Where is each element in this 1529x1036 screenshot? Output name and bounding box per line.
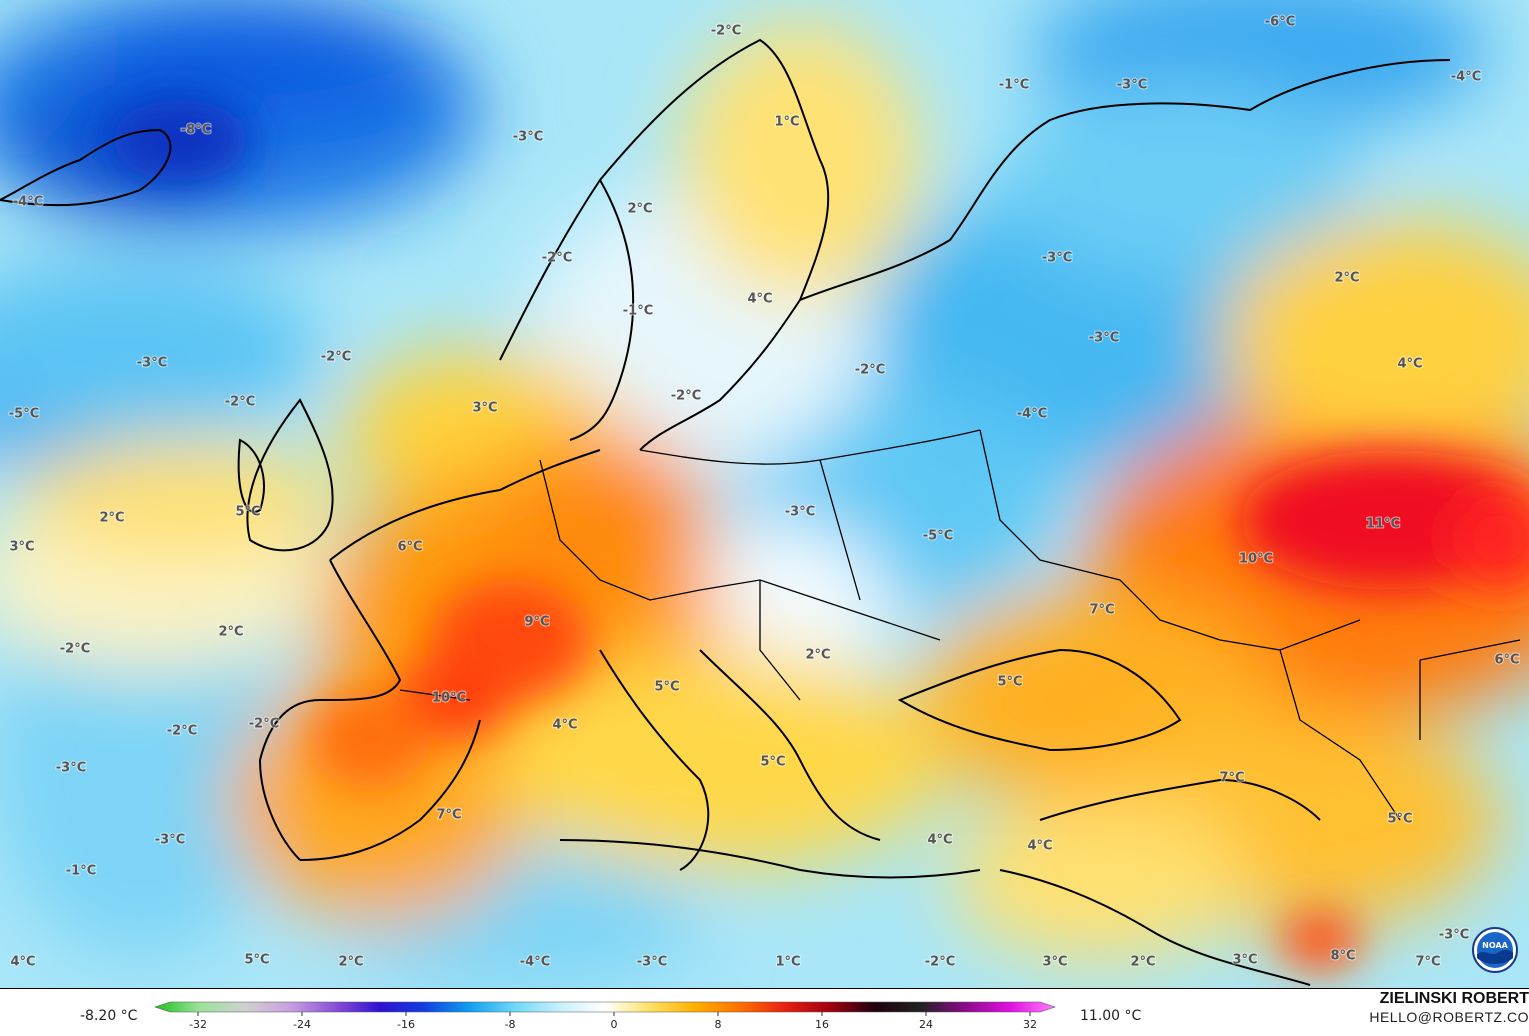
legend-footer: -8.20 °C -32 -24 -16 -8 0 8 16 24 32 11.00 °C ZI… bbox=[0, 988, 1529, 1036]
temperature-label: 4°C bbox=[10, 955, 35, 970]
temperature-label: -3°C bbox=[637, 955, 667, 970]
temperature-label: 3°C bbox=[1232, 953, 1257, 968]
coastlines bbox=[0, 38, 1451, 986]
temperature-label: -5°C bbox=[9, 407, 39, 422]
temperature-label: 3°C bbox=[1042, 955, 1067, 970]
temperature-label: 7°C bbox=[1219, 771, 1244, 786]
colorbar-tick-label: 8 bbox=[715, 1018, 722, 1031]
temperature-label: -6°C bbox=[1265, 15, 1295, 30]
temperature-label: -3°C bbox=[137, 356, 167, 371]
temperature-label: -2°C bbox=[60, 642, 90, 657]
colorbar-gradient bbox=[154, 1001, 1056, 1013]
temperature-label: -2°C bbox=[542, 251, 572, 266]
temperature-label: 2°C bbox=[338, 955, 363, 970]
temperature-label: -2°C bbox=[225, 395, 255, 410]
temperature-label: 10°C bbox=[432, 691, 466, 706]
temperature-label: 11°C bbox=[1366, 517, 1400, 532]
temperature-label: 4°C bbox=[1027, 839, 1052, 854]
temperature-label: -4°C bbox=[1017, 407, 1047, 422]
temperature-label: 1°C bbox=[775, 955, 800, 970]
temperature-label: 5°C bbox=[1387, 812, 1412, 827]
temperature-label: 7°C bbox=[1415, 955, 1440, 970]
temperature-label: 2°C bbox=[805, 648, 830, 663]
temperature-label: -2°C bbox=[671, 389, 701, 404]
temperature-label: 10°C bbox=[1239, 552, 1273, 567]
temperature-label: -3°C bbox=[1042, 251, 1072, 266]
temperature-label: 9°C bbox=[524, 615, 549, 630]
noaa-logo-text: NOAA bbox=[1482, 941, 1508, 950]
colorbar-tick-label: -16 bbox=[397, 1018, 415, 1031]
temperature-label: 7°C bbox=[436, 808, 461, 823]
borders bbox=[399, 429, 1521, 821]
temperature-label: -2°C bbox=[321, 350, 351, 365]
colorbar-tick-label: 32 bbox=[1023, 1018, 1037, 1031]
temperature-label: 2°C bbox=[218, 625, 243, 640]
temperature-label: 5°C bbox=[760, 755, 785, 770]
temperature-label: -1°C bbox=[623, 304, 653, 319]
temperature-label: 6°C bbox=[397, 540, 422, 555]
author-email: HELLO@ROBERTZ.CO bbox=[1369, 1009, 1529, 1025]
temperature-label: -4°C bbox=[13, 195, 43, 210]
colorbar-tick-label: -32 bbox=[189, 1018, 207, 1031]
temperature-label: -3°C bbox=[56, 761, 86, 776]
temperature-label: -2°C bbox=[249, 717, 279, 732]
temperature-label: 4°C bbox=[927, 833, 952, 848]
author-credit: ZIELINSKI ROBERT bbox=[1379, 990, 1529, 1007]
temperature-label: -3°C bbox=[155, 833, 185, 848]
temperature-label: -3°C bbox=[513, 130, 543, 145]
noaa-logo-icon: NOAA bbox=[1472, 927, 1518, 973]
scale-min-label: -8.20 °C bbox=[80, 1008, 138, 1024]
temperature-label: 2°C bbox=[627, 202, 652, 217]
temperature-label: -2°C bbox=[855, 363, 885, 378]
temperature-label: -2°C bbox=[925, 955, 955, 970]
temperature-label: 5°C bbox=[244, 953, 269, 968]
temperature-map: -2°C -6°C -1°C -3°C -4°C -8°C -3°C 1°C -4°C 2°C -2… bbox=[0, 0, 1529, 988]
colorbar-tick-label: -24 bbox=[293, 1018, 311, 1031]
temperature-label: 5°C bbox=[654, 680, 679, 695]
temperature-label: -3°C bbox=[1117, 78, 1147, 93]
temperature-label: 2°C bbox=[99, 511, 124, 526]
temperature-label: -3°C bbox=[785, 505, 815, 520]
temperature-label: 2°C bbox=[1334, 271, 1359, 286]
scale-max-label: 11.00 °C bbox=[1080, 1008, 1142, 1024]
temperature-label: 7°C bbox=[1089, 603, 1114, 618]
colorbar-tick-label: 0 bbox=[611, 1018, 618, 1031]
temperature-labels: -2°C -6°C -1°C -3°C -4°C -8°C -3°C 1°C -4°C 2°C -2… bbox=[8, 14, 1521, 971]
temperature-label: 5°C bbox=[997, 675, 1022, 690]
temperature-label: 4°C bbox=[747, 292, 772, 307]
temperature-label: -2°C bbox=[167, 724, 197, 739]
temperature-label: -5°C bbox=[923, 529, 953, 544]
temperature-label: -1°C bbox=[66, 864, 96, 879]
colorbar-tick-label: 16 bbox=[815, 1018, 829, 1031]
temperature-label: -2°C bbox=[711, 24, 741, 39]
temperature-label: 5°C bbox=[235, 505, 260, 520]
temperature-label: -1°C bbox=[999, 78, 1029, 93]
temperature-label: 3°C bbox=[472, 401, 497, 416]
temperature-label: 4°C bbox=[1397, 357, 1422, 372]
temperature-label: 8°C bbox=[1330, 949, 1355, 964]
temperature-label: 4°C bbox=[552, 718, 577, 733]
colorbar-tick-label: -8 bbox=[505, 1018, 516, 1031]
colorbar: -32 -24 -16 -8 0 8 16 24 32 bbox=[154, 1001, 1056, 1031]
temperature-label: 6°C bbox=[1494, 653, 1519, 668]
temperature-label: 3°C bbox=[9, 540, 34, 555]
temperature-label: -3°C bbox=[1439, 928, 1469, 943]
temperature-label: -8°C bbox=[181, 123, 211, 138]
temperature-label: 2°C bbox=[1130, 955, 1155, 970]
temperature-label: -4°C bbox=[520, 955, 550, 970]
temperature-label: -4°C bbox=[1451, 70, 1481, 85]
colorbar-tick-label: 24 bbox=[919, 1018, 933, 1031]
temperature-label: -3°C bbox=[1089, 331, 1119, 346]
temperature-label: 1°C bbox=[774, 115, 799, 130]
